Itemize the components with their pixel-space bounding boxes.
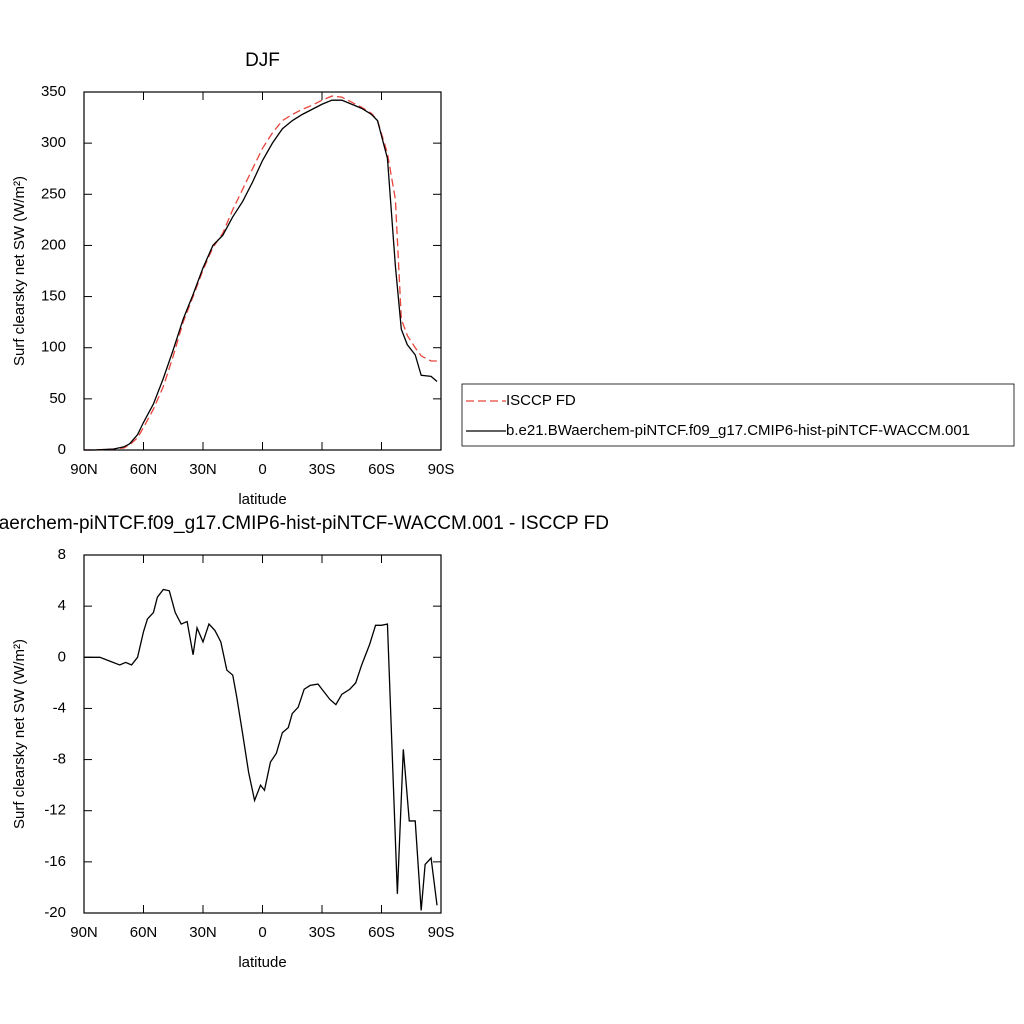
y-tick-label: 8 <box>58 546 66 563</box>
legend-box <box>461 383 1015 447</box>
legend-label: b.e21.BWaerchem-piNTCF.f09_g17.CMIP6-his… <box>506 422 970 439</box>
x-tick-label: 90N <box>70 924 98 941</box>
y-tick-label: -4 <box>53 699 66 716</box>
y-tick-label: 50 <box>49 390 66 407</box>
data-line <box>84 99 438 451</box>
chart-title: DJF <box>245 50 280 71</box>
x-tick-label: 90S <box>428 461 455 478</box>
y-tick-label: -16 <box>44 853 66 870</box>
x-tick-label: 60N <box>130 924 158 941</box>
y-tick-label: -12 <box>44 802 66 819</box>
y-tick-label: 4 <box>58 597 66 614</box>
x-tick-label: 60N <box>130 461 158 478</box>
y-tick-label: 0 <box>58 441 66 458</box>
y-tick-label: 100 <box>41 339 66 356</box>
x-tick-label: 90N <box>70 461 98 478</box>
x-tick-label: 60S <box>368 461 395 478</box>
data-line <box>84 95 438 451</box>
x-tick-label: 0 <box>258 924 266 941</box>
x-axis-label: latitude <box>238 491 286 508</box>
y-tick-label: 200 <box>41 236 66 253</box>
x-tick-label: 60S <box>368 924 395 941</box>
y-axis-label: Surf clearsky net SW (W/m²) <box>11 176 28 366</box>
x-tick-label: 0 <box>258 461 266 478</box>
y-tick-label: 250 <box>41 185 66 202</box>
plot-frame <box>83 554 442 914</box>
x-tick-label: 30S <box>309 461 336 478</box>
y-tick-label: 150 <box>41 288 66 305</box>
plot-frame <box>83 91 442 451</box>
x-tick-label: 30N <box>189 461 217 478</box>
x-tick-label: 30N <box>189 924 217 941</box>
chart-title: b.e21.BWaerchem-piNTCF.f09_g17.CMIP6-his… <box>0 513 609 534</box>
y-tick-label: 300 <box>41 134 66 151</box>
y-tick-label: -8 <box>53 751 66 768</box>
x-axis-label: latitude <box>238 954 286 971</box>
y-tick-label: 0 <box>58 648 66 665</box>
data-line <box>84 588 438 911</box>
legend-label: ISCCP FD <box>506 392 576 409</box>
y-axis-label: Surf clearsky net SW (W/m²) <box>11 639 28 829</box>
x-tick-label: 30S <box>309 924 336 941</box>
y-tick-label: 350 <box>41 83 66 100</box>
x-tick-label: 90S <box>428 924 455 941</box>
y-tick-label: -20 <box>44 904 66 921</box>
